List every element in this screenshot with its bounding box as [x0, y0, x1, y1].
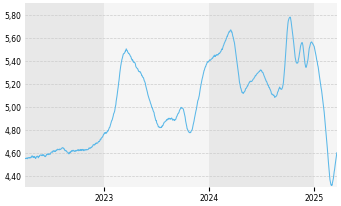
- Bar: [314, 4, 341, 187]
- Bar: [104, 4, 209, 187]
- Bar: [0, 4, 104, 187]
- Bar: [209, 4, 314, 187]
